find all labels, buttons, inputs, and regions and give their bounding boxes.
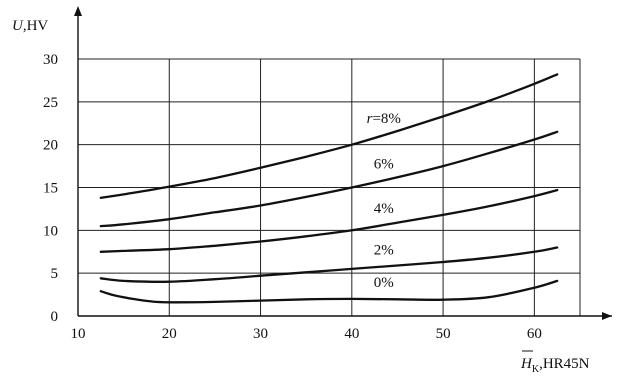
y-axis-arrow-icon	[74, 6, 82, 16]
y-tick-label: 5	[51, 266, 59, 282]
series-lines	[99, 73, 559, 304]
series-line	[99, 73, 559, 199]
axes	[74, 6, 612, 320]
x-tick-label: 60	[527, 326, 542, 342]
y-tick-label: 10	[43, 223, 58, 239]
x-tick-label: 50	[436, 326, 451, 342]
x-tick-label: 40	[344, 326, 359, 342]
x-tick-label: 20	[162, 326, 177, 342]
y-tick-label: 0	[51, 309, 59, 325]
y-tick-label: 25	[43, 95, 58, 111]
y-tick-label: 20	[43, 138, 58, 154]
x-tick-label: 10	[71, 326, 86, 342]
y-tick-label: 30	[43, 52, 58, 68]
y-tick-label: 15	[43, 181, 58, 197]
x-axis-arrow-icon	[602, 312, 612, 320]
series-line	[99, 279, 559, 304]
series-label: r=8%	[367, 111, 401, 127]
y-axis-title: U,HV	[12, 18, 48, 34]
x-tick-label: 30	[253, 326, 268, 342]
series-labels: r=8% 6% 4% 2% 0%	[367, 111, 401, 291]
series-line	[99, 246, 559, 283]
grid-lines	[78, 58, 581, 316]
series-label: 0%	[374, 275, 394, 291]
series-label: 6%	[374, 156, 394, 172]
series-label: 2%	[374, 242, 394, 258]
series-line	[99, 188, 559, 253]
x-axis-title: HK,HR45N	[520, 350, 590, 375]
series-line	[99, 130, 559, 228]
tick-labels: 0 5 10 15 20 25 30 10 20 30 40 50 60	[43, 52, 542, 342]
svg-text:HK,HR45N: HK,HR45N	[520, 356, 590, 375]
series-label: 4%	[374, 201, 394, 217]
